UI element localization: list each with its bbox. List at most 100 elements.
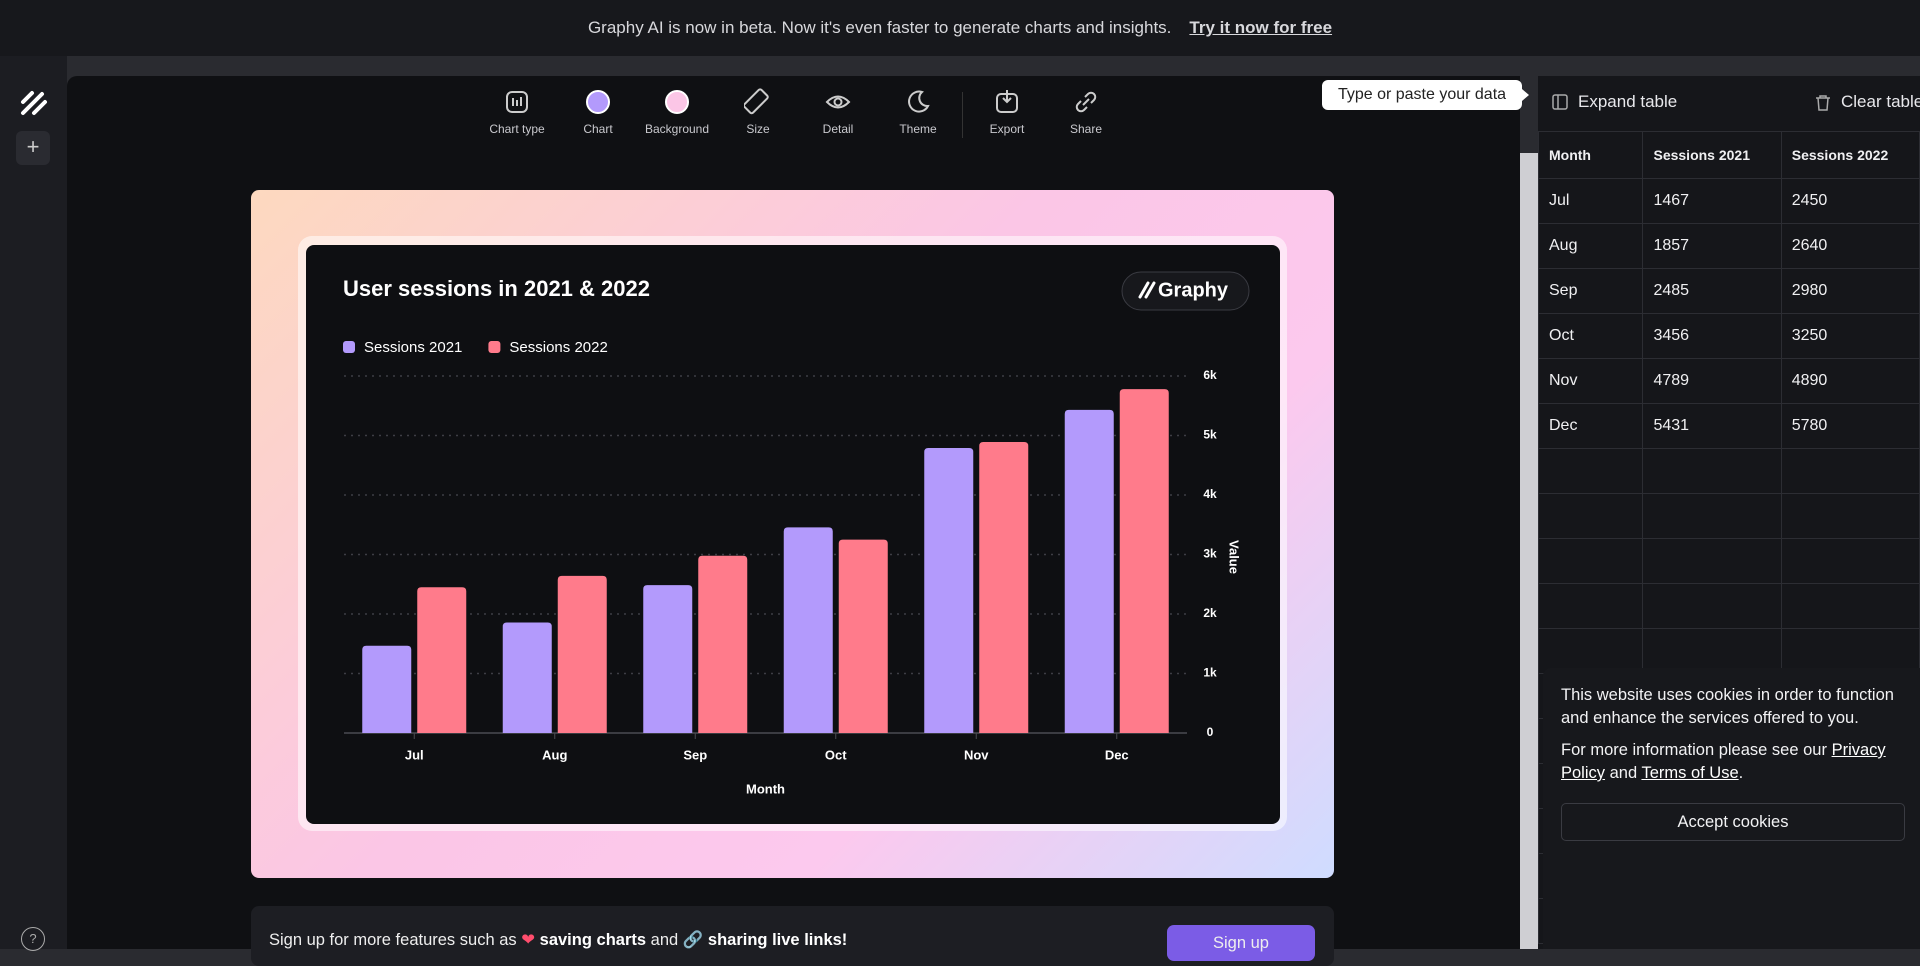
table-row: Jul 1467 2450 [1537,178,1920,224]
cell: Sep [1537,268,1644,314]
empty-cell [1780,583,1920,629]
toolbar-item[interactable]: Chart type [472,88,562,136]
cell: 3250 [1780,313,1920,359]
clear-table[interactable]: Clear table [1815,92,1920,112]
toolbar-label: Share [1069,122,1103,136]
toolbar-icon [586,90,610,114]
badge [1121,271,1250,311]
legend-label: Sessions 2022 [509,339,607,356]
cell: 5431 [1642,403,1782,449]
trash-icon [1816,94,1830,111]
toolbar-label: Theme [899,122,937,136]
table-row: Aug 1857 2640 [1537,223,1920,269]
add-button[interactable]: + [16,131,50,165]
badge-icon [1138,281,1156,299]
clear-label: Clear table [1841,92,1920,111]
tooltip: Type or paste your data [1322,80,1529,110]
cell: 4789 [1642,358,1782,404]
cell: Oct [1537,313,1644,359]
toolbar-item[interactable]: Background [632,88,722,136]
header-cell: Sessions 2022 [1780,131,1920,179]
bar [362,645,412,733]
x-tick-label: Nov [964,747,989,762]
cell: 1857 [1642,223,1782,269]
cookie-and: and [1609,764,1638,782]
signup-button[interactable]: Sign up [1167,925,1315,961]
cell: Aug [1537,223,1644,269]
toolbar-label: Chart [583,122,613,136]
x-tick-label: Aug [542,747,567,762]
bar [979,442,1029,733]
accept-button[interactable]: Accept cookies [1561,803,1905,841]
toolbar-item[interactable]: Share [1041,88,1131,136]
help-button[interactable]: ? [21,927,45,951]
terms-link[interactable]: Terms of Use [1641,764,1739,782]
empty-row [1537,583,1920,629]
cell: 1467 [1642,178,1782,224]
bar [502,622,552,733]
cookie-more-text: For more information please see our [1561,741,1827,759]
empty-row [1537,628,1920,674]
toolbar-icon [908,90,930,113]
chart-container: User sessions in 2021 & 2022 Graphy 0 1k 2… [306,245,1280,824]
bar [783,527,833,733]
table-row: Dec 5431 5780 [1537,403,1920,449]
toolbar-item[interactable]: Theme [873,88,963,136]
legend-swatch [488,341,501,353]
y-tick-label: 3k [1203,547,1217,561]
cell: 4890 [1780,358,1920,404]
bar [698,555,748,733]
toolbar-icon [506,91,528,113]
cell: 2640 [1780,223,1920,269]
toolbar-item[interactable]: Chart [553,88,643,136]
tooltip-text: Type or paste your data [1337,86,1507,103]
header-cell: Month [1537,131,1644,179]
scrollbar [1520,153,1538,949]
cell: Nov [1537,358,1644,404]
toolbar-divider [962,92,963,138]
empty-cell [1537,493,1644,539]
legend-label: Sessions 2021 [364,339,462,356]
toolbar-label: Chart type [489,122,545,136]
x-tick-label: Dec [1105,747,1129,762]
bar [417,587,467,733]
signup-feature: sharing live links! [707,931,848,949]
cell: 2485 [1642,268,1782,314]
x-tick-label: Sep [683,747,707,762]
privacy-link[interactable]: Privacy Policy [1561,741,1886,782]
link-icon: 🔗 [682,931,704,949]
signup-text: Sign up for more features such as ❤ savi… [269,930,847,950]
toolbar-item[interactable]: Detail [793,88,883,136]
bar [924,448,974,733]
y-tick-label: 2k [1203,606,1217,620]
x-axis-label: Month [746,781,785,796]
signup-feature: saving charts [539,931,647,949]
cell: 2980 [1780,268,1920,314]
table-row: Nov 4789 4890 [1537,358,1920,404]
cell: 5780 [1780,403,1920,449]
toolbar-item[interactable]: Size [713,88,803,136]
toolbar-icon [744,88,769,115]
empty-cell [1642,448,1782,494]
cookie-text: This website uses cookies in order to fu… [1561,686,1894,727]
chart: User sessions in 2021 & 2022 Graphy 0 1k 2… [343,271,1250,796]
toolbar-icon [825,95,851,109]
expand-table[interactable]: Expand table [1552,92,1677,112]
empty-cell [1537,583,1644,629]
y-tick-label: 5k [1203,428,1217,442]
cookie-banner: This website uses cookies in order to fu… [1543,668,1920,949]
cell: 2450 [1780,178,1920,224]
badge-text: Graphy [1158,279,1229,301]
signup-and: and [650,931,679,949]
bar [643,585,693,733]
empty-row [1537,448,1920,494]
empty-cell [1537,538,1644,584]
banner-link[interactable]: Try it now for free [1189,18,1333,37]
heart-icon: ❤ [521,931,536,949]
signup-bar: Sign up for more features such as ❤ savi… [251,906,1334,966]
toolbar-item[interactable]: Export [962,88,1052,136]
empty-cell [1780,493,1920,539]
cookie-end: . [1738,764,1744,782]
empty-cell [1642,538,1782,584]
y-tick-label: 1k [1203,666,1217,680]
